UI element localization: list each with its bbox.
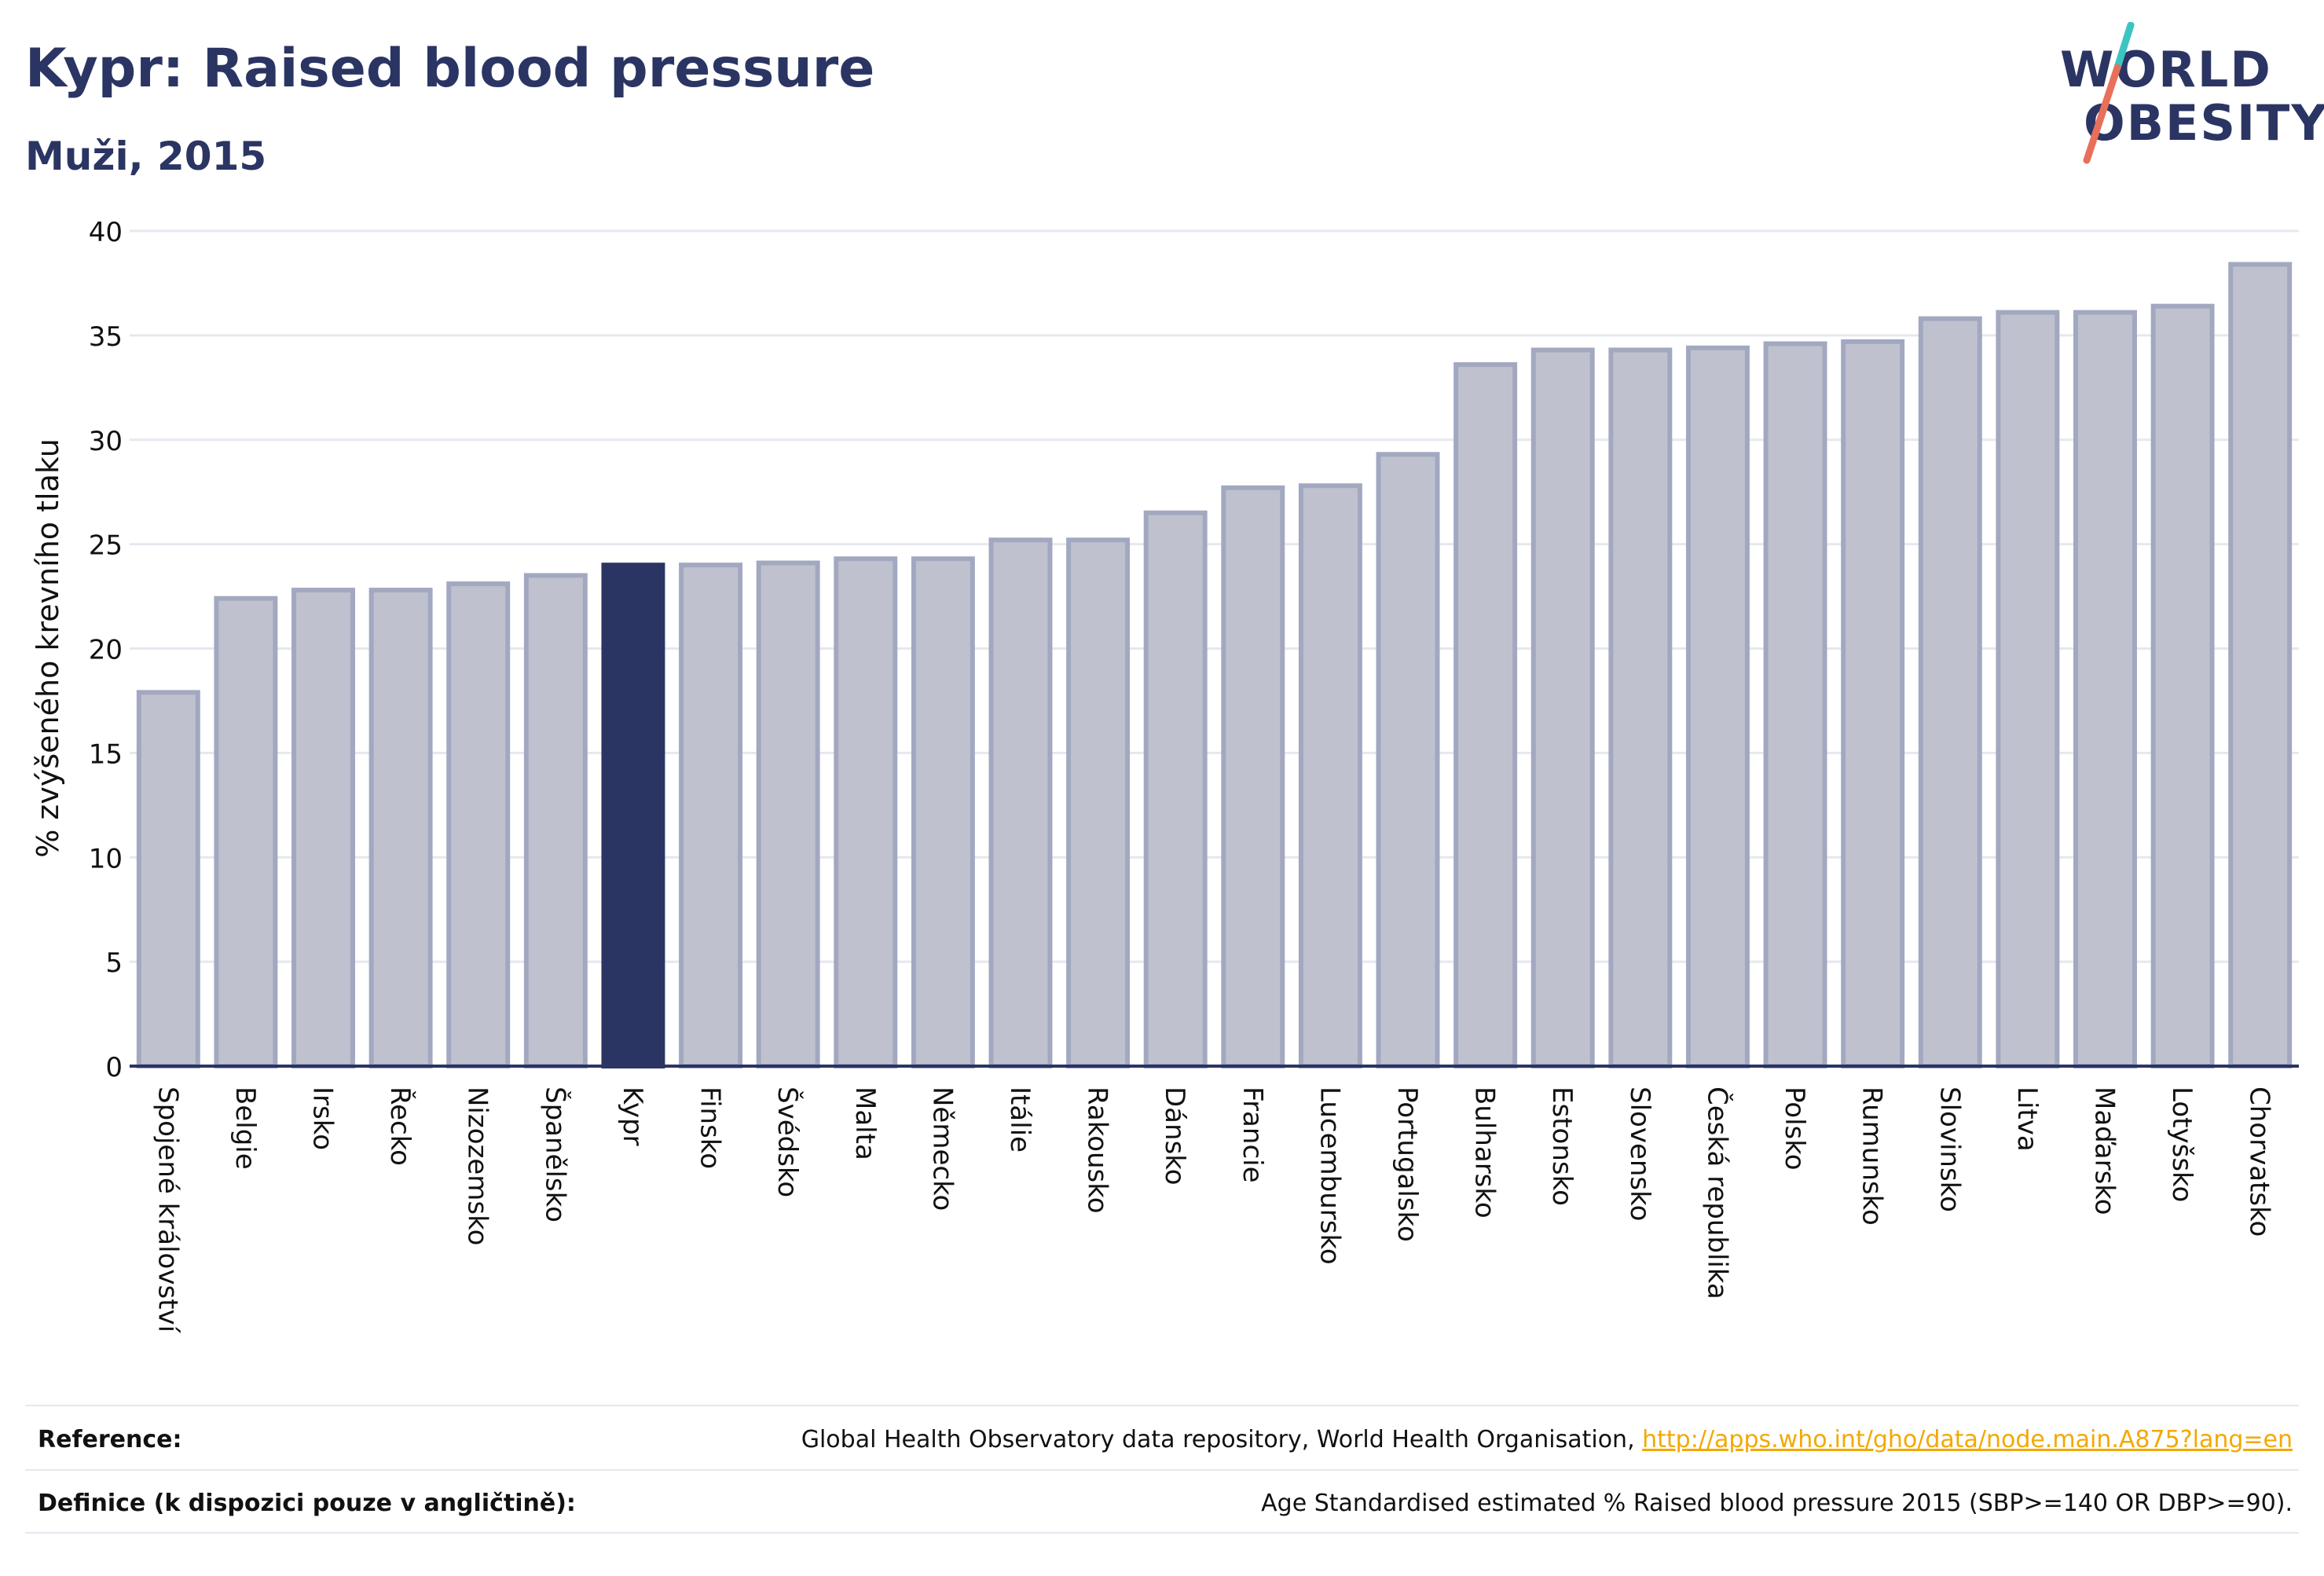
bar-chart: 0 5 10 15 20 25 30 35 40 Spojené království Belgi… [31,217,2299,1334]
bar [1996,310,2060,1068]
x-tick-label: Estonsko [1546,1087,1578,1206]
x-tick-label: Polsko [1779,1087,1810,1171]
y-tick-label: 15 [89,739,123,770]
bar [1763,341,1827,1068]
x-tick-label: Švédsko [772,1087,804,1197]
bars [136,262,2293,1069]
bar [1608,347,1673,1069]
y-axis-label: % zvýšeného krevního tlaku [31,438,65,858]
x-tick-label: Irsko [307,1087,339,1150]
reference-text: Global Health Observatory data repositor… [801,1426,1643,1453]
y-tick-label: 0 [105,1052,123,1083]
x-tick-label: Španělsko [539,1087,571,1222]
x-tick-label: Rumunsko [1857,1087,1888,1226]
bar [1918,316,1982,1068]
footer-divider-bottom [25,1532,2299,1534]
x-tick-label: Maďarsko [2088,1087,2120,1215]
world-obesity-logo: WORLD OBESITY [2043,22,2324,171]
bar [1221,485,1285,1068]
x-tick-label: Francie [1237,1087,1268,1183]
x-tick-label: Česká republika [1701,1087,1733,1299]
bar [834,556,898,1068]
x-tick-label: Malta [849,1087,881,1160]
y-tick-label: 40 [89,217,123,248]
x-tick-label: Itálie [1004,1087,1036,1153]
x-tick-label: Rakousko [1082,1087,1113,1214]
bar [679,563,743,1068]
x-tick-label: Kypr [617,1087,648,1146]
x-tick-label: Nizozemsko [462,1087,493,1245]
bar [1685,345,1750,1068]
footer-divider-top [25,1405,2299,1406]
y-tick-labels: 0 5 10 15 20 25 30 35 40 [89,217,123,1083]
x-tick-label: Litva [2011,1087,2043,1152]
x-tick-label: Bulharsko [1469,1087,1501,1219]
x-tick-label: Lotyšsko [2166,1087,2198,1202]
y-tick-label: 30 [89,426,123,457]
reference-link[interactable]: http://apps.who.int/gho/data/node.main.A… [1642,1426,2293,1453]
reference-value: Global Health Observatory data repositor… [801,1426,2293,1453]
bar [1453,362,1518,1068]
bar [1066,537,1131,1068]
bar [756,560,820,1068]
x-tick-label: Spojené království [152,1087,183,1334]
bar [136,690,200,1068]
bar [1841,339,1905,1069]
bar [446,581,511,1068]
reference-label: Reference: [38,1426,182,1453]
y-tick-label: 35 [89,321,123,353]
x-tick-label: Belgie [229,1087,261,1170]
bar [911,556,975,1068]
bar [2150,303,2215,1069]
bar [291,588,355,1068]
bar [2073,310,2137,1068]
bar [1143,510,1208,1068]
definition-label: Definice (k dispozici pouze v angličtině… [38,1490,576,1517]
x-tick-label: Finsko [695,1087,726,1169]
y-tick-label: 5 [105,947,123,979]
x-tick-label: Dánsko [1159,1087,1190,1186]
x-tick-label: Portugalsko [1391,1087,1423,1242]
page-title: Kypr: Raised blood pressure [25,38,875,100]
x-tick-label: Slovinsko [1934,1087,1965,1212]
x-tick-labels: Spojené království Belgie Irsko Řecko Nizoze… [152,1087,2275,1334]
logo-word-world: WORLD [2060,41,2272,98]
x-tick-label: Německo [926,1087,958,1211]
bar [1298,483,1362,1068]
logo-slash-icon [2083,22,2135,164]
bar [523,573,588,1068]
y-tick-label: 10 [89,843,123,874]
bar [1530,347,1595,1069]
x-tick-label: Řecko [384,1087,416,1166]
definition-value: Age Standardised estimated % Raised bloo… [1261,1490,2293,1517]
bar [2228,262,2293,1068]
page-subtitle: Muži, 2015 [25,134,267,179]
bar [368,588,433,1068]
x-tick-label: Slovensko [1624,1087,1655,1221]
bar [1376,452,1440,1068]
bar [214,596,278,1068]
y-tick-label: 20 [89,635,123,666]
footer-divider-middle [25,1469,2299,1471]
y-tick-label: 25 [89,530,123,562]
bar [988,537,1053,1068]
x-tick-label: Chorvatsko [2244,1087,2275,1237]
x-tick-label: Lucembursko [1314,1087,1345,1265]
logo-word-obesity: OBESITY [2084,94,2324,152]
bar-highlighted [601,563,665,1068]
